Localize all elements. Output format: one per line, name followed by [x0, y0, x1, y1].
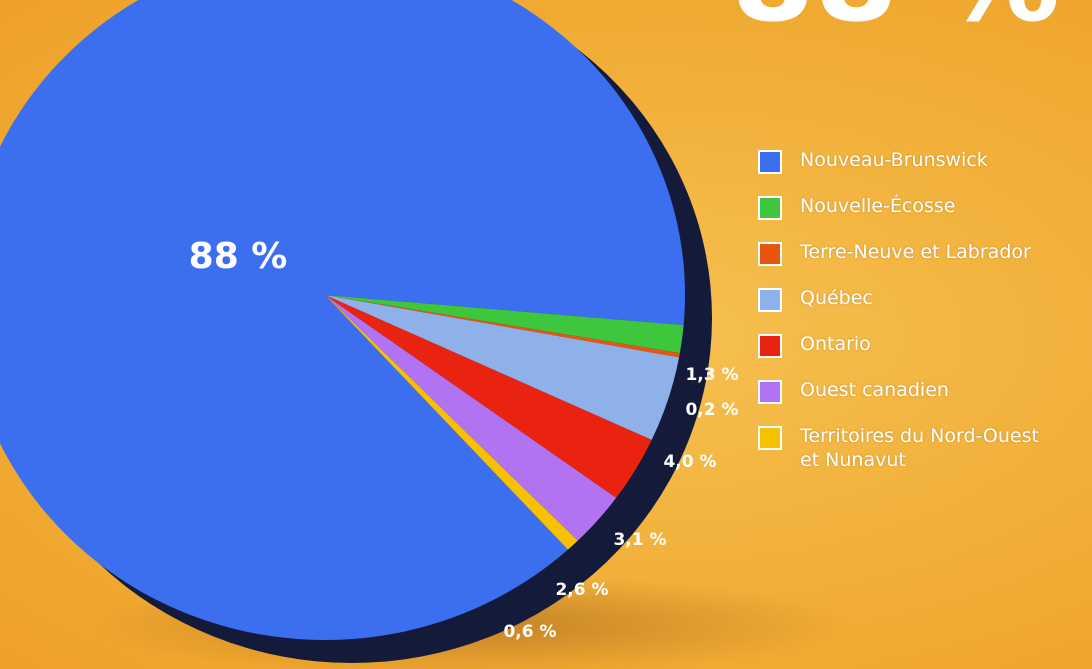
legend-swatch [758, 380, 782, 404]
legend-label: Terre-Neuve et Labrador [800, 241, 1031, 263]
legend: Nouveau-Brunswick Nouvelle-Écosse Terre-Ne… [758, 148, 1058, 471]
data-label: 3,1 % [613, 530, 666, 550]
legend-item: Nouveau-Brunswick [758, 148, 1058, 194]
legend-swatch [758, 196, 782, 220]
data-label: 1,3 % [685, 365, 738, 385]
legend-item: Ontario [758, 332, 1058, 378]
pie-slice [325, 295, 680, 440]
pie-slice [325, 295, 617, 541]
pie-slice [325, 295, 652, 498]
legend-swatch [758, 334, 782, 358]
legend-label: Nouvelle-Écosse [800, 195, 956, 217]
data-label: 0,6 % [503, 622, 556, 642]
legend-label: Nouveau-Brunswick [800, 149, 988, 171]
legend-label: Ouest canadien [800, 379, 949, 401]
legend-label: Québec [800, 287, 873, 309]
legend-label: Ontario [800, 333, 871, 355]
legend-swatch [758, 426, 782, 450]
data-label: 0,2 % [685, 400, 738, 420]
big-label: 88 % [731, 0, 1060, 49]
pie-slice [0, 0, 685, 640]
pie-slice [325, 295, 680, 358]
legend-item: Québec [758, 286, 1058, 332]
pie-slice [325, 295, 684, 354]
legend-label: Territoires du Nord-Ouest et Nunavut [800, 425, 1039, 471]
legend-swatch [758, 150, 782, 174]
data-label: 2,6 % [555, 580, 608, 600]
data-label: 4,0 % [663, 452, 716, 472]
legend-item: Ouest canadien [758, 378, 1058, 424]
legend-item: Terre-Neuve et Labrador [758, 240, 1058, 286]
legend-swatch [758, 242, 782, 266]
data-label: 88 % [189, 236, 288, 277]
legend-item: Nouvelle-Écosse [758, 194, 1058, 240]
legend-swatch [758, 288, 782, 312]
legend-item: Territoires du Nord-Ouest et Nunavut [758, 424, 1058, 471]
pie-slice [325, 295, 578, 550]
